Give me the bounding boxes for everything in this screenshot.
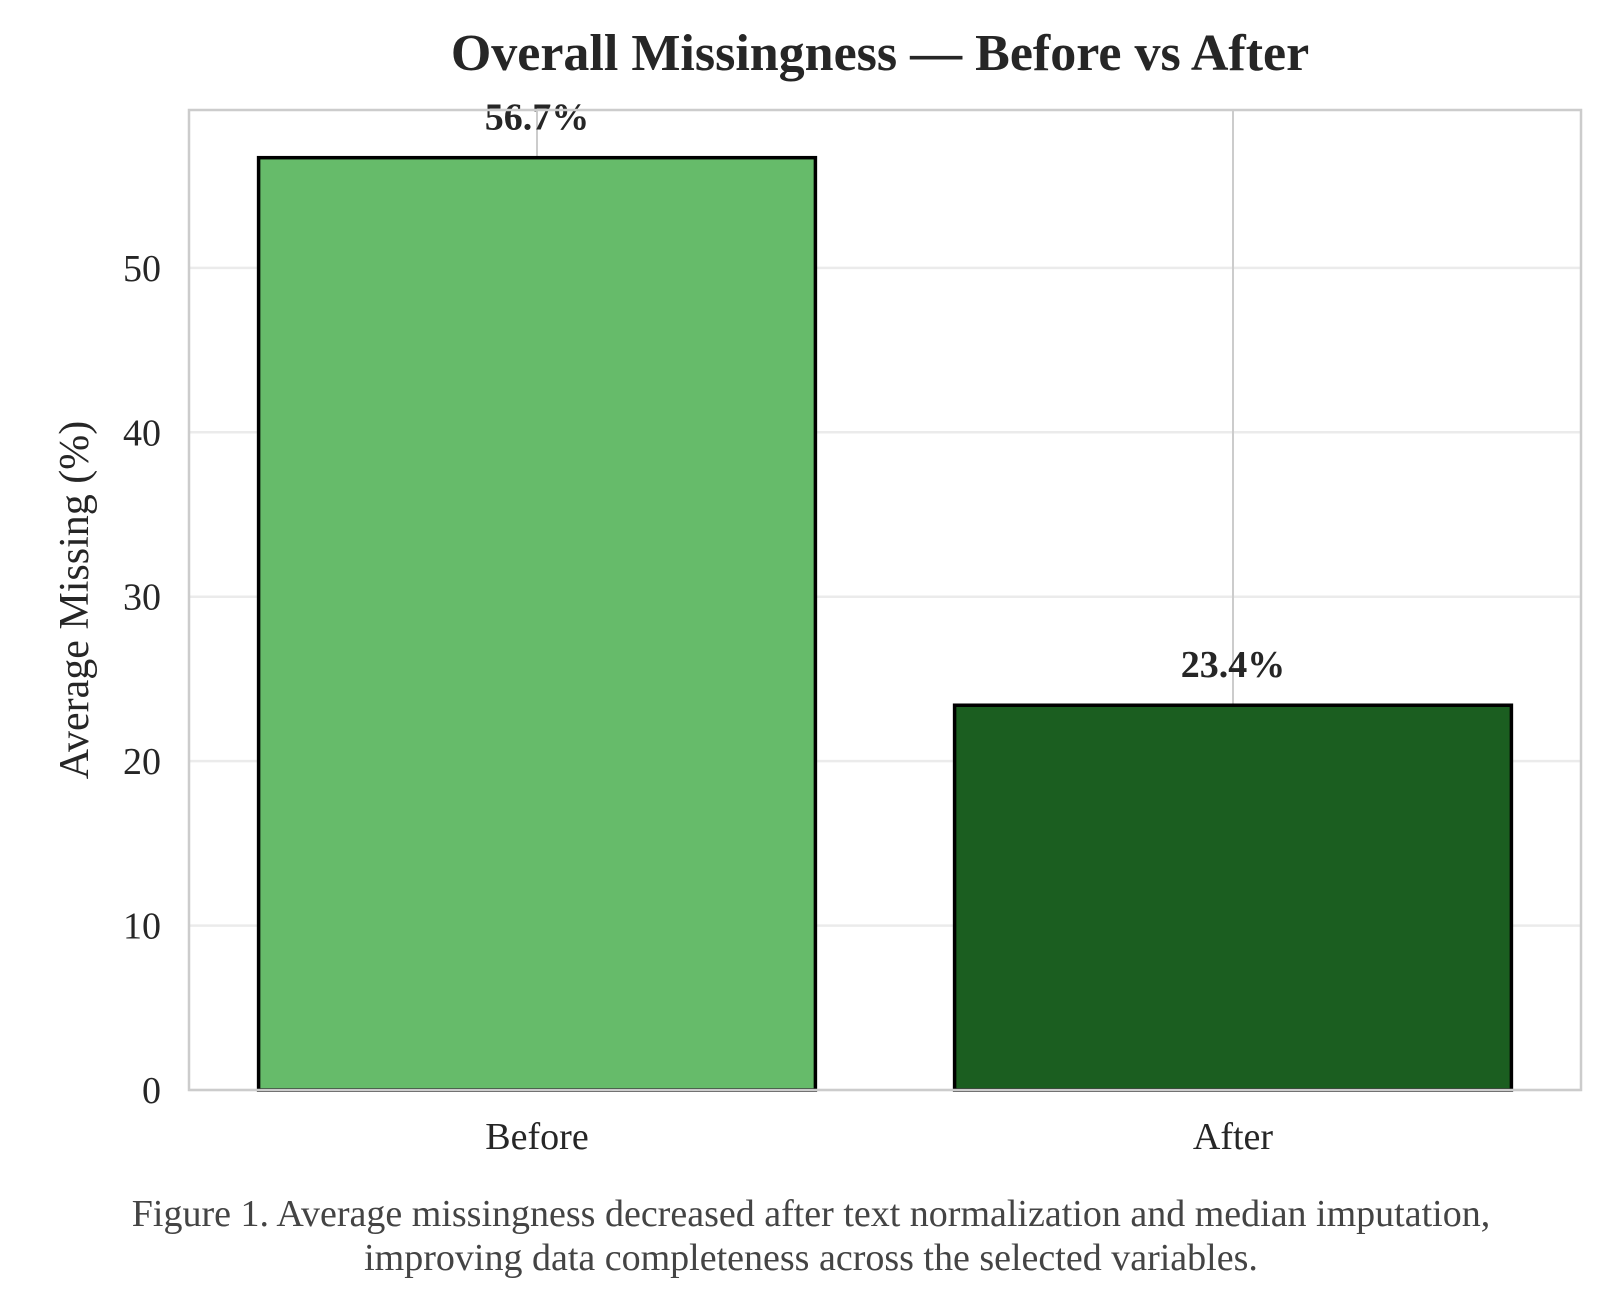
caption-line-2: improving data completeness across the s… [364, 1237, 1258, 1279]
y-tick-label: 50 [123, 248, 161, 290]
bar-before [256, 155, 818, 1092]
bar-chart: Overall Missingness — Before vs After 56… [52, 25, 1583, 1158]
x-tick-label: Before [485, 1116, 588, 1158]
bar-value-label: 23.4% [1181, 644, 1286, 686]
bar-after [952, 703, 1514, 1092]
caption-line-1: Figure 1. Average missingness decreased … [131, 1193, 1491, 1235]
y-axis-label: Average Missing (%) [52, 421, 98, 779]
y-tick-label: 0 [142, 1070, 161, 1112]
figure-caption: Figure 1. Average missingness decreased … [0, 1192, 1622, 1280]
y-axis-ticks: 0 10 20 30 40 50 [123, 248, 161, 1112]
chart-title: Overall Missingness — Before vs After [451, 25, 1309, 82]
y-tick-label: 10 [123, 906, 161, 948]
plot-frame [187, 108, 1583, 1092]
bar-value-label: 56.7% [485, 97, 590, 139]
y-tick-label: 20 [123, 741, 161, 783]
y-tick-label: 30 [123, 577, 161, 619]
y-tick-label: 40 [123, 412, 161, 454]
bar-layer: 56.7% 23.4% [256, 97, 1514, 1092]
x-tick-label: After [1193, 1116, 1274, 1158]
x-axis-ticks: Before After [485, 1116, 1273, 1158]
